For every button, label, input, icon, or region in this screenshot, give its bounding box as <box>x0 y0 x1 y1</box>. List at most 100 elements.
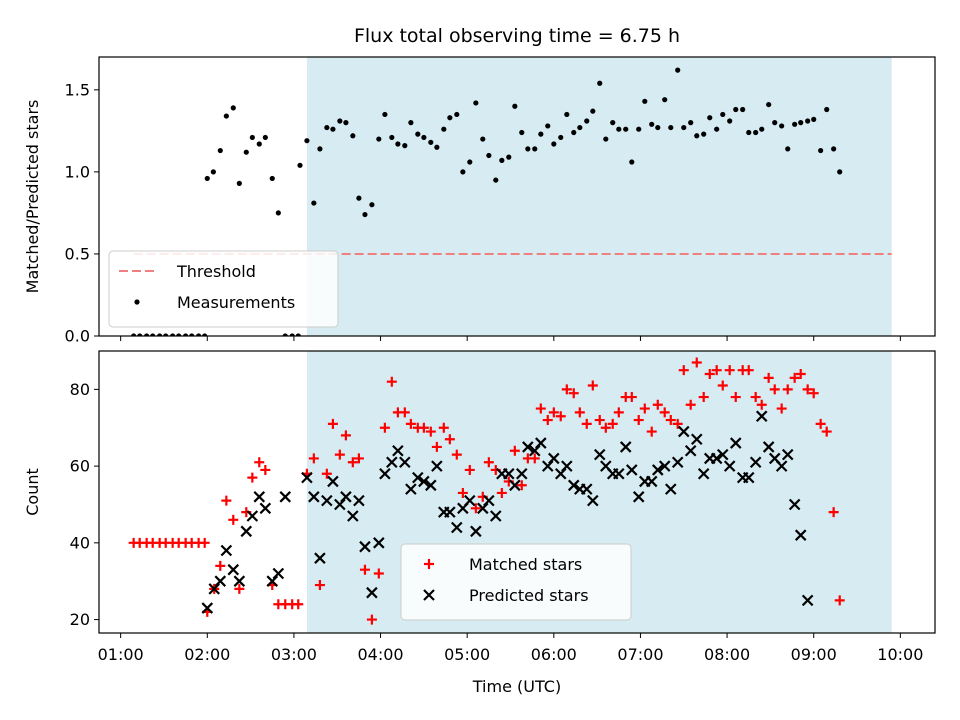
measurement-point <box>395 141 401 147</box>
matched-star-point <box>743 365 754 376</box>
matched-star-point <box>386 376 397 387</box>
predicted-star-point <box>483 494 495 507</box>
predicted-star-point <box>399 456 411 469</box>
measurement-point <box>289 333 295 336</box>
predicted-star-point <box>690 433 703 446</box>
predicted-star-point <box>794 529 807 541</box>
predicted-star-point <box>208 583 220 595</box>
data-layer <box>128 357 845 625</box>
predicted-star-point <box>379 467 391 480</box>
matched-star-point <box>215 560 226 571</box>
measurement-point <box>317 146 323 152</box>
y-tick-label: 40 <box>70 533 90 552</box>
measurement-point <box>304 138 310 144</box>
predicted-star-point <box>444 506 456 518</box>
matched-star-point <box>293 599 304 610</box>
predicted-star-point <box>412 471 424 484</box>
y-tick-label: 1.0 <box>65 162 90 181</box>
predicted-star-point <box>677 425 690 438</box>
matched-star-point <box>568 388 579 399</box>
measurement-point <box>675 67 681 73</box>
x-tick-label: 04:00 <box>357 645 403 664</box>
measurement-point <box>642 98 648 104</box>
matched-star-point <box>418 422 429 433</box>
matched-star-point <box>457 487 468 498</box>
predicted-star-point <box>259 502 272 515</box>
measurement-point <box>157 333 163 336</box>
matched-star-point <box>613 407 624 418</box>
predicted-star-point <box>522 441 534 453</box>
predicted-star-point <box>781 448 794 461</box>
matched-star-point <box>340 430 351 441</box>
measurement-point <box>740 106 746 113</box>
measurement-point <box>636 126 642 132</box>
measurement-point <box>571 129 577 136</box>
measurement-point <box>818 147 824 154</box>
measurement-point <box>282 333 288 336</box>
predicted-star-point <box>470 525 482 538</box>
matched-star-point <box>776 403 787 414</box>
measurement-point <box>202 333 208 336</box>
predicted-star-point <box>405 483 417 495</box>
measurement-point <box>230 105 236 111</box>
predicted-star-point <box>451 521 463 534</box>
x-tick-label: 03:00 <box>271 645 317 664</box>
matched-star-point <box>254 457 265 468</box>
matched-star-point <box>228 514 239 525</box>
measurement-point <box>343 120 349 126</box>
measurement-point <box>759 126 765 132</box>
measurement-point <box>720 111 726 118</box>
measurement-point <box>785 146 791 152</box>
measurement-point <box>408 120 414 126</box>
matched-star-point <box>542 415 553 426</box>
measurement-point <box>746 129 752 136</box>
matched-star-point <box>555 411 566 422</box>
measurement-point <box>473 100 479 106</box>
predicted-star-point <box>502 467 515 480</box>
measurement-point <box>256 141 262 147</box>
predicted-star-point <box>788 498 801 511</box>
predicted-star-point <box>220 544 233 557</box>
predicted-star-point <box>651 464 664 476</box>
measurement-point <box>824 106 830 113</box>
legend-box <box>108 250 339 328</box>
predicted-star-point <box>266 575 279 587</box>
matched-star-point <box>834 595 845 606</box>
measurement-point <box>275 210 281 216</box>
measurement-point <box>545 123 551 129</box>
measurement-point <box>350 133 356 139</box>
measurement-point <box>402 143 408 149</box>
measurement-point <box>460 169 466 175</box>
matched-star-point <box>672 418 683 429</box>
measurement-point <box>480 136 486 142</box>
legend-label: Measurements <box>177 293 295 312</box>
matched-star-point <box>789 372 800 383</box>
predicted-star-point <box>253 491 266 503</box>
measurement-point <box>584 118 590 124</box>
predicted-star-point <box>749 456 762 469</box>
predicted-star-point <box>554 467 567 480</box>
predicted-star-point <box>340 491 352 503</box>
measurement-point <box>189 333 195 336</box>
measurement-point <box>616 126 622 132</box>
matched-star-point <box>808 388 819 399</box>
measurement-point <box>467 159 473 165</box>
x-tick-label: 05:00 <box>444 645 490 664</box>
measurement-point <box>655 124 661 131</box>
matched-star-point <box>730 392 741 403</box>
measurement-point <box>183 333 189 336</box>
predicted-star-point <box>567 479 580 492</box>
predicted-star-point <box>626 464 638 476</box>
measurement-point <box>362 211 368 218</box>
predicted-star-point <box>528 444 541 457</box>
predicted-star-point <box>373 537 385 549</box>
measurement-point <box>733 106 739 113</box>
legend-measurement-swatch <box>134 299 140 305</box>
matched-star-point <box>353 453 364 464</box>
measurement-point <box>441 126 447 132</box>
matched-star-point <box>359 564 370 575</box>
measurement-point <box>590 108 596 114</box>
matched-star-point <box>529 453 540 464</box>
measurement-point <box>176 333 182 336</box>
measurement-point <box>805 118 811 124</box>
